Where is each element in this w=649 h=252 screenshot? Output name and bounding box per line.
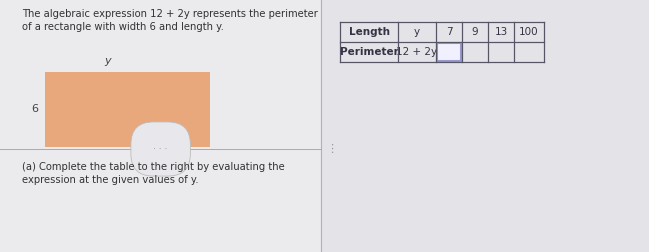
Text: Length: Length [349,27,389,37]
Text: 9: 9 [472,27,478,37]
FancyBboxPatch shape [45,72,210,147]
Text: · · ·: · · · [153,144,168,153]
FancyBboxPatch shape [437,43,461,61]
Text: of a rectangle with width 6 and length y.: of a rectangle with width 6 and length y… [22,22,224,32]
Text: (a) Complete the table to the right by evaluating the: (a) Complete the table to the right by e… [22,162,285,172]
Text: expression at the given values of y.: expression at the given values of y. [22,175,199,185]
Text: 13: 13 [495,27,508,37]
Text: Perimeter: Perimeter [339,47,398,57]
Text: ⋮: ⋮ [326,144,337,154]
Text: 12 + 2y: 12 + 2y [397,47,437,57]
FancyBboxPatch shape [0,0,321,252]
Text: 100: 100 [519,27,539,37]
Text: y: y [414,27,420,37]
Text: y: y [104,56,111,66]
FancyBboxPatch shape [321,0,649,252]
Text: 7: 7 [446,27,452,37]
Text: The algebraic expression 12 + 2y represents the perimeter: The algebraic expression 12 + 2y represe… [22,9,318,19]
Text: 6: 6 [31,105,38,114]
